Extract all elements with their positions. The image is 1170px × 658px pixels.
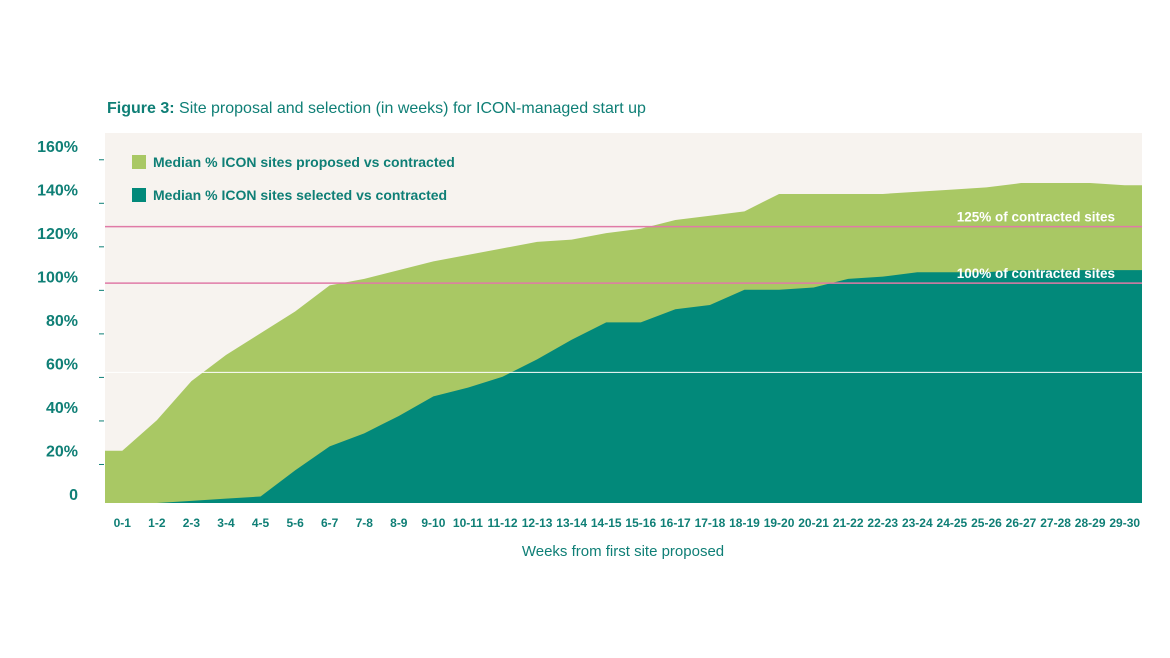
- figure-caption: Site proposal and selection (in weeks) f…: [179, 100, 646, 117]
- legend-swatch-selected: [132, 188, 146, 202]
- x-tick-label: 21-22: [833, 516, 864, 530]
- x-tick-label: 0-1: [114, 516, 132, 530]
- x-tick-label: 13-14: [556, 516, 587, 530]
- x-tick-label: 14-15: [591, 516, 622, 530]
- y-tick-label: 160%: [37, 139, 78, 156]
- y-tick-label: 140%: [37, 182, 78, 199]
- x-tick-label: 4-5: [252, 516, 270, 530]
- y-axis: 0 20% 40% 60% 80% 100% 120% 140% 160%: [37, 139, 104, 504]
- reference-line-label-0: 125% of contracted sites: [957, 210, 1115, 225]
- x-tick-label: 12-13: [522, 516, 553, 530]
- x-tick-label: 3-4: [217, 516, 235, 530]
- legend-label-proposed: Median % ICON sites proposed vs contract…: [153, 154, 455, 170]
- x-tick-label: 26-27: [1006, 516, 1037, 530]
- legend-label-selected: Median % ICON sites selected vs contract…: [153, 187, 447, 203]
- x-axis: 0-1 1-2 2-3 3-4 4-5 5-6 6-7 7-8 8-9 9-10 10-11 11-1…: [114, 516, 1141, 530]
- x-tick-label: 8-9: [390, 516, 408, 530]
- x-tick-label: 22-23: [867, 516, 898, 530]
- series-selected-area: [105, 270, 1142, 503]
- x-tick-label: 24-25: [937, 516, 968, 530]
- x-tick-label: 18-19: [729, 516, 760, 530]
- x-tick-label: 6-7: [321, 516, 339, 530]
- reference-lines: 125% of contracted sites 100% of contract…: [105, 210, 1142, 284]
- reference-line-label-1: 100% of contracted sites: [957, 266, 1115, 281]
- y-tick-label: 100%: [37, 269, 78, 286]
- legend: Median % ICON sites proposed vs contract…: [132, 154, 455, 203]
- x-axis-title: Weeks from first site proposed: [522, 543, 724, 560]
- x-tick-label: 29-30: [1109, 516, 1140, 530]
- y-tick-label: 80%: [46, 313, 78, 330]
- x-tick-label: 19-20: [764, 516, 795, 530]
- figure-label: Figure 3:: [107, 100, 175, 117]
- x-tick-label: 27-28: [1040, 516, 1071, 530]
- x-tick-label: 23-24: [902, 516, 933, 530]
- y-tick-label: 40%: [46, 400, 78, 417]
- x-tick-label: 25-26: [971, 516, 1002, 530]
- x-tick-label: 10-11: [453, 516, 483, 530]
- x-tick-label: 1-2: [148, 516, 166, 530]
- x-tick-label: 15-16: [625, 516, 656, 530]
- y-tick-label: 60%: [46, 356, 78, 373]
- y-tick-label: 120%: [37, 226, 78, 243]
- x-tick-label: 7-8: [356, 516, 374, 530]
- figure-title: Figure 3: Site proposal and selection (i…: [107, 100, 646, 118]
- x-tick-label: 16-17: [660, 516, 691, 530]
- x-tick-label: 28-29: [1075, 516, 1106, 530]
- y-tick-label: 20%: [46, 443, 78, 460]
- x-tick-label: 17-18: [695, 516, 726, 530]
- x-tick-label: 2-3: [183, 516, 201, 530]
- legend-swatch-proposed: [132, 155, 146, 169]
- y-tick-label: 0: [69, 487, 78, 504]
- x-tick-label: 9-10: [421, 516, 445, 530]
- x-tick-label: 11-12: [488, 516, 518, 530]
- x-tick-label: 20-21: [798, 516, 829, 530]
- x-tick-label: 5-6: [286, 516, 304, 530]
